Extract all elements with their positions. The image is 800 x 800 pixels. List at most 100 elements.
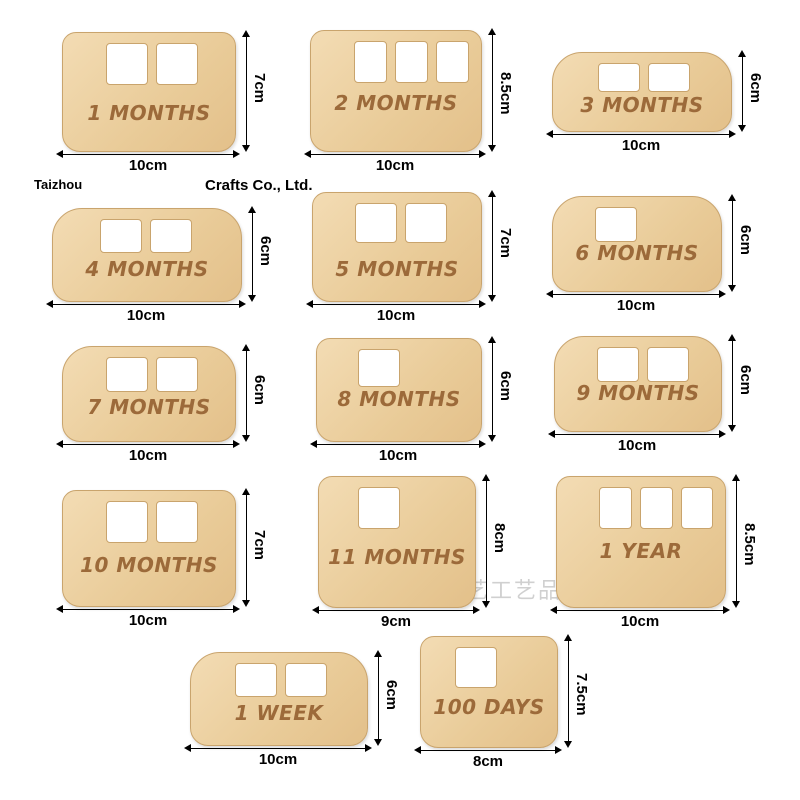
milestone-card: 2 MONTHS	[310, 30, 482, 152]
milestone-card: 100 DAYS	[420, 636, 558, 748]
height-arrow	[488, 190, 496, 302]
window-cutout	[353, 41, 387, 83]
milestone-card: 1 MONTHS	[62, 32, 236, 152]
window-cutout	[156, 357, 198, 392]
window-cutout	[394, 41, 428, 83]
width-label: 10cm	[378, 447, 418, 464]
height-arrow	[248, 206, 256, 302]
height-arrow	[564, 634, 572, 748]
card-engraving: 2 MONTHS	[334, 91, 458, 115]
width-label: 10cm	[376, 307, 416, 324]
milestone-card: 3 MONTHS	[552, 52, 732, 132]
height-label: 6cm	[497, 371, 514, 402]
width-arrow	[56, 150, 240, 158]
height-arrow	[242, 344, 250, 442]
window-cutout	[285, 663, 327, 698]
watermark-left: Taizhou	[34, 177, 83, 192]
window-cutout	[358, 349, 400, 387]
window-cutout	[455, 647, 497, 688]
height-arrow	[488, 28, 496, 152]
window-cutout	[106, 501, 148, 543]
window-cutout	[599, 487, 632, 529]
card-engraving: 7 MONTHS	[87, 395, 211, 419]
card-engraving: 10 MONTHS	[80, 553, 218, 577]
milestone-card: 1 YEAR	[556, 476, 726, 608]
width-label: 9cm	[380, 613, 412, 630]
window-cutout	[106, 43, 148, 85]
height-arrow	[482, 474, 490, 608]
width-label: 10cm	[128, 612, 168, 629]
window-cutout	[355, 203, 397, 243]
card-engraving: 8 MONTHS	[337, 387, 461, 411]
height-label: 6cm	[737, 225, 754, 256]
width-arrow	[546, 130, 736, 138]
window-cutout	[358, 487, 400, 529]
window-cutout	[405, 203, 447, 243]
window-cutout	[639, 487, 673, 529]
width-arrow	[304, 150, 486, 158]
height-arrow	[728, 334, 736, 432]
milestone-card: 5 MONTHS	[312, 192, 482, 302]
card-engraving: 4 MONTHS	[85, 257, 209, 281]
width-arrow	[546, 290, 726, 298]
height-label: 8.5cm	[497, 72, 514, 115]
width-label: 10cm	[128, 157, 168, 174]
height-arrow	[242, 488, 250, 607]
milestone-card: 11 MONTHS	[318, 476, 476, 608]
width-arrow	[56, 605, 240, 613]
width-arrow	[550, 606, 730, 614]
window-cutout	[435, 41, 469, 83]
height-arrow	[738, 50, 746, 132]
width-label: 10cm	[616, 297, 656, 314]
height-label: 7.5cm	[573, 673, 590, 716]
width-arrow	[414, 746, 562, 754]
height-arrow	[488, 336, 496, 442]
height-label: 7cm	[251, 73, 268, 104]
card-engraving: 6 MONTHS	[575, 241, 699, 265]
width-label: 10cm	[621, 137, 661, 154]
milestone-card: 8 MONTHS	[316, 338, 482, 442]
milestone-card: 4 MONTHS	[52, 208, 242, 302]
width-label: 10cm	[126, 307, 166, 324]
milestone-card: 7 MONTHS	[62, 346, 236, 442]
width-label: 10cm	[258, 751, 298, 768]
window-cutout	[156, 43, 198, 85]
height-label: 7cm	[251, 529, 268, 560]
height-label: 8cm	[491, 523, 508, 554]
width-arrow	[56, 440, 240, 448]
window-cutout	[100, 219, 142, 254]
card-engraving: 1 MONTHS	[87, 101, 211, 125]
height-label: 6cm	[251, 375, 268, 406]
watermark-right: Crafts Co., Ltd.	[205, 177, 313, 194]
card-engraving: 11 MONTHS	[328, 545, 466, 569]
height-label: 6cm	[747, 73, 764, 104]
window-cutout	[595, 207, 637, 242]
width-arrow	[312, 606, 480, 614]
card-engraving: 9 MONTHS	[576, 381, 700, 405]
card-engraving: 1 YEAR	[599, 539, 683, 563]
width-arrow	[548, 430, 726, 438]
height-arrow	[732, 474, 740, 608]
width-label: 10cm	[128, 447, 168, 464]
height-label: 8.5cm	[741, 523, 758, 566]
window-cutout	[647, 63, 690, 93]
milestone-card: 1 WEEK	[190, 652, 368, 746]
width-label: 10cm	[375, 157, 415, 174]
window-cutout	[680, 487, 714, 529]
card-engraving: 5 MONTHS	[335, 257, 459, 281]
window-cutout	[646, 347, 689, 382]
window-cutout	[156, 501, 198, 543]
height-label: 6cm	[737, 365, 754, 396]
milestone-card: 9 MONTHS	[554, 336, 722, 432]
width-arrow	[46, 300, 246, 308]
window-cutout	[597, 63, 640, 93]
milestone-card: 6 MONTHS	[552, 196, 722, 292]
milestone-card: 10 MONTHS	[62, 490, 236, 607]
window-cutout	[106, 357, 148, 392]
width-arrow	[184, 744, 372, 752]
card-engraving: 100 DAYS	[433, 695, 545, 719]
width-label: 10cm	[620, 613, 660, 630]
height-label: 6cm	[383, 680, 400, 711]
height-arrow	[374, 650, 382, 746]
